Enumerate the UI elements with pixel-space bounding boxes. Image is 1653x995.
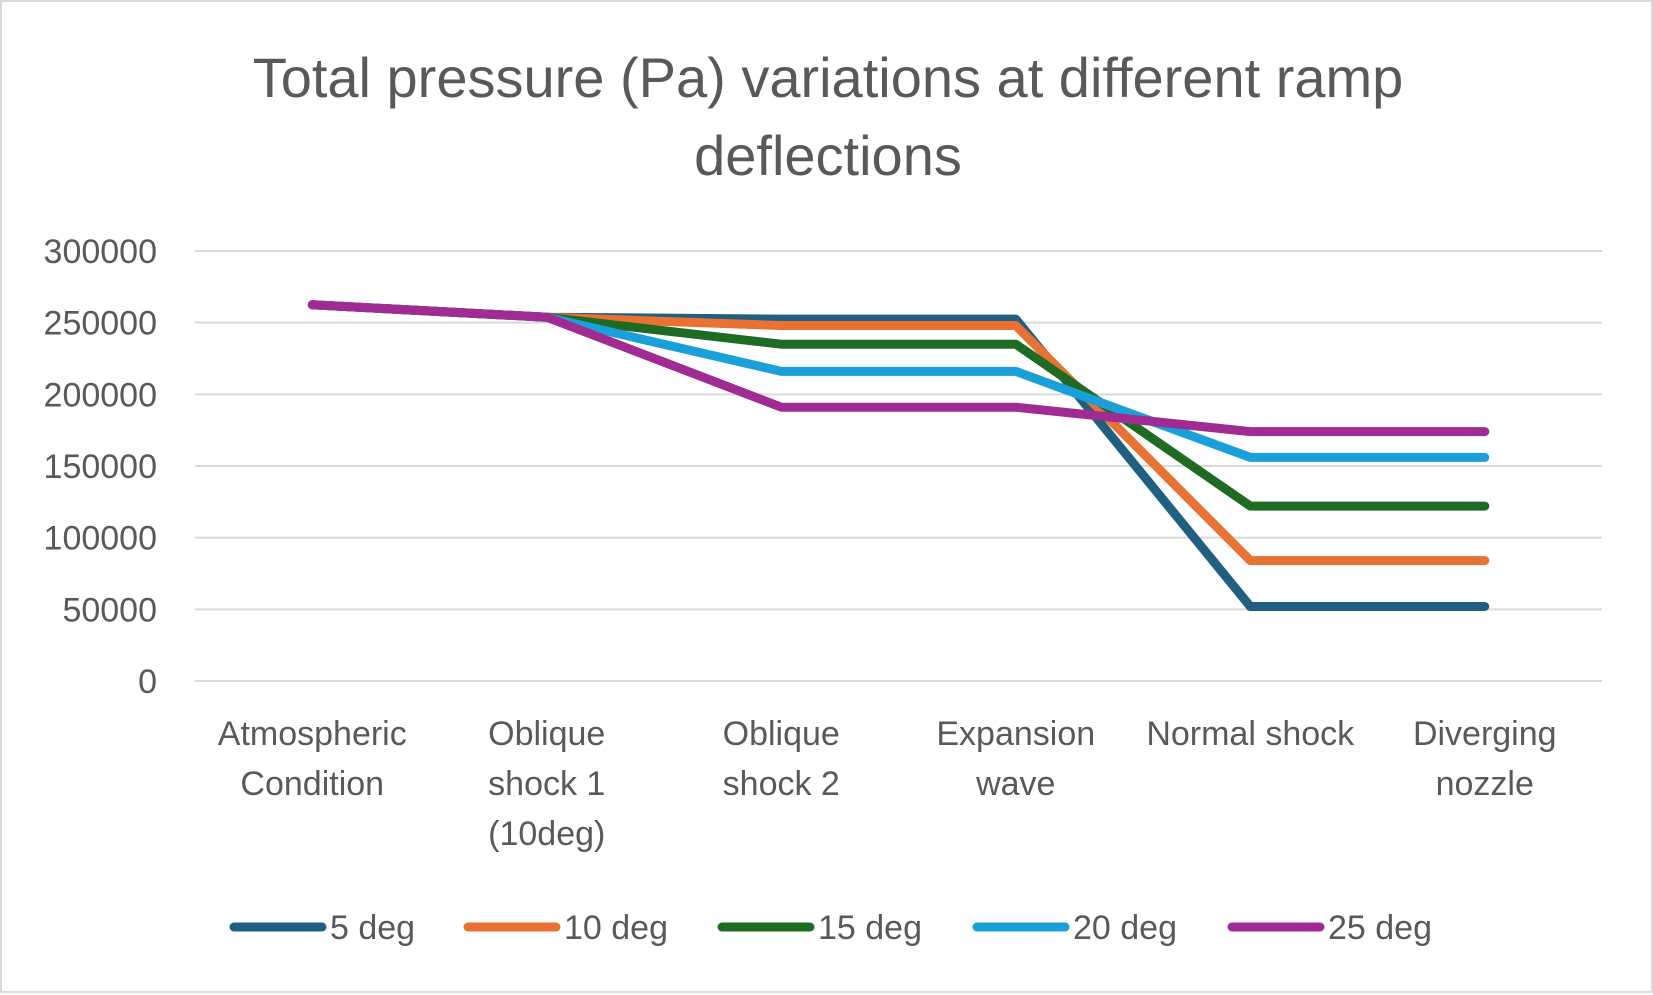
y-tick-label: 50000 (62, 591, 157, 629)
legend-label: 20 deg (1073, 909, 1177, 947)
y-tick-label: 100000 (44, 520, 157, 558)
y-tick-label: 250000 (44, 305, 157, 343)
x-category-label: Condition (240, 765, 384, 803)
legend-label: 25 deg (1328, 909, 1432, 947)
x-category-label: (10deg) (488, 815, 605, 853)
legend-label: 15 deg (818, 909, 922, 947)
y-tick-label: 0 (138, 663, 157, 701)
legend: 5 deg 10 deg 15 deg 20 deg 25 deg (229, 909, 1432, 947)
x-category-label: Expansion (936, 715, 1095, 753)
x-category-label: shock 2 (723, 765, 840, 803)
x-category-label: Diverging (1413, 715, 1557, 753)
x-category-label: Oblique (488, 715, 605, 753)
legend-label: 10 deg (564, 909, 668, 947)
x-category-label: wave (975, 765, 1055, 803)
legend-label: 5 deg (330, 909, 415, 947)
y-tick-label: 300000 (44, 233, 157, 271)
chart-title-line: deflections (694, 124, 962, 187)
x-category-label: Normal shock (1146, 715, 1355, 753)
chart-title-line: Total pressure (Pa) variations at differ… (253, 46, 1404, 109)
y-tick-label: 200000 (44, 376, 157, 414)
x-category-label: nozzle (1436, 765, 1534, 803)
series-lines (307, 300, 1490, 611)
chart-title: Total pressure (Pa) variations at differ… (253, 46, 1404, 187)
y-axis-ticks: 0 50000 100000 150000 200000 250000 300000 (44, 233, 157, 701)
series-line-25-deg (307, 300, 1490, 437)
x-category-label: Atmospheric (218, 715, 407, 753)
x-category-label: shock 1 (488, 765, 605, 803)
x-axis-categories: Atmospheric Condition Oblique shock 1 (10deg… (218, 715, 1557, 853)
x-category-label: Oblique (723, 715, 840, 753)
y-tick-label: 150000 (44, 448, 157, 486)
